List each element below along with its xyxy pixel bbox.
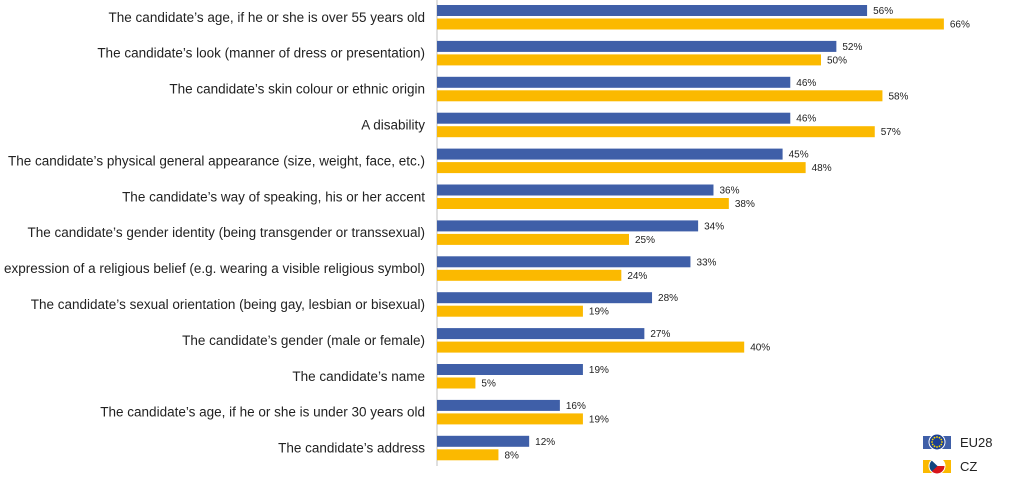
eu-flag-icon: [928, 433, 946, 451]
bar-eu28: [437, 435, 530, 447]
bar-cz: [437, 126, 875, 138]
legend: EU28 CZ: [923, 433, 993, 475]
legend-label-cz: CZ: [960, 459, 977, 474]
bar-cz: [437, 233, 629, 245]
value-label-eu28: 16%: [566, 401, 586, 412]
bar-eu28: [437, 328, 645, 340]
bar-eu28: [437, 220, 699, 232]
bar-eu28: [437, 5, 868, 16]
bar-cz: [437, 18, 944, 30]
value-label-cz: 8%: [504, 450, 519, 461]
bar-cz: [437, 198, 729, 209]
category-label: The candidate’s address: [278, 441, 425, 456]
value-label-eu28: 46%: [796, 114, 816, 125]
value-label-cz: 66%: [950, 20, 970, 31]
bar-cz: [437, 377, 476, 389]
value-label-cz: 38%: [735, 199, 755, 210]
value-label-eu28: 52%: [842, 42, 862, 53]
bar-cz: [437, 54, 821, 66]
value-label-eu28: 46%: [796, 78, 816, 89]
value-label-cz: 19%: [589, 307, 609, 318]
bar-eu28: [437, 112, 791, 124]
bar-eu28: [437, 184, 714, 196]
value-label-eu28: 12%: [535, 437, 555, 448]
category-label: The candidate’s gender identity (being t…: [28, 225, 426, 240]
category-label: The candidate’s sexual orientation (bein…: [31, 297, 425, 312]
value-label-cz: 50%: [827, 55, 847, 66]
bar-eu28: [437, 40, 837, 52]
czech-flag-icon: [928, 457, 946, 475]
value-label-eu28: 27%: [650, 329, 670, 340]
bar-cz: [437, 90, 883, 102]
bar-eu28: [437, 148, 783, 160]
category-label: The candidate’s way of speaking, his or …: [122, 189, 425, 204]
value-label-cz: 24%: [627, 271, 647, 282]
bar-eu28: [437, 364, 583, 375]
value-label-eu28: 45%: [789, 150, 809, 161]
value-label-cz: 48%: [812, 163, 832, 174]
bar-eu28: [437, 76, 791, 88]
category-label: A disability: [361, 117, 425, 132]
value-label-eu28: 28%: [658, 293, 678, 304]
category-label: The candidate’s gender (male or female): [182, 333, 425, 348]
value-label-eu28: 34%: [704, 221, 724, 232]
category-label: The candidate’s name: [292, 369, 425, 384]
value-label-eu28: 36%: [719, 186, 739, 197]
value-label-eu28: 56%: [873, 6, 893, 17]
bar-eu28: [437, 256, 691, 268]
value-label-cz: 5%: [481, 379, 496, 390]
value-label-eu28: 33%: [696, 257, 716, 268]
bar-eu28: [437, 399, 560, 411]
category-label: The candidate’s skin colour or ethnic or…: [169, 82, 425, 97]
category-label: The candidate’s age, if he or she is ove…: [109, 10, 425, 25]
category-label: The candidate’s look (manner of dress or…: [97, 46, 425, 61]
bar-cz: [437, 413, 583, 425]
category-label: The candidate’s age, if he or she is und…: [100, 405, 425, 420]
bar-cz: [437, 341, 745, 353]
value-label-cz: 57%: [881, 127, 901, 138]
bar-cz: [437, 305, 583, 317]
bar-cz: [437, 449, 499, 461]
legend-label-eu28: EU28: [960, 435, 993, 450]
value-label-cz: 40%: [750, 343, 770, 354]
value-label-eu28: 19%: [589, 365, 609, 376]
value-label-cz: 58%: [888, 91, 908, 102]
bar-cz: [437, 162, 806, 174]
category-label: The expression of a religious belief (e.…: [0, 261, 425, 276]
value-label-cz: 19%: [589, 414, 609, 425]
bar-cz: [437, 269, 622, 281]
bar-eu28: [437, 292, 653, 304]
category-label: The candidate’s physical general appeara…: [8, 153, 425, 168]
bars-group: The candidate’s age, if he or she is ove…: [0, 5, 970, 461]
value-label-cz: 25%: [635, 235, 655, 246]
